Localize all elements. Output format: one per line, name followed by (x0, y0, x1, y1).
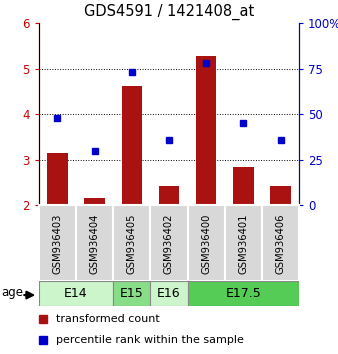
Text: E16: E16 (157, 287, 181, 300)
Text: E17.5: E17.5 (225, 287, 261, 300)
Bar (225, 205, 262, 281)
Bar (150, 281, 188, 306)
Bar (188, 281, 299, 306)
Text: GSM936400: GSM936400 (201, 213, 211, 274)
Bar (39, 281, 113, 306)
Text: GSM936402: GSM936402 (164, 213, 174, 274)
Bar (47, 153, 68, 205)
Bar (122, 86, 142, 205)
Bar (270, 186, 291, 205)
Bar (76, 205, 113, 281)
Text: E14: E14 (64, 287, 88, 300)
Bar (233, 167, 254, 205)
Text: E15: E15 (120, 287, 144, 300)
Bar (188, 205, 225, 281)
Bar (113, 205, 150, 281)
Text: GSM936406: GSM936406 (275, 213, 286, 274)
Text: GSM936401: GSM936401 (238, 213, 248, 274)
Text: GSM936403: GSM936403 (52, 213, 63, 274)
Text: percentile rank within the sample: percentile rank within the sample (56, 335, 244, 345)
Title: GDS4591 / 1421408_at: GDS4591 / 1421408_at (84, 4, 254, 20)
Text: age: age (2, 286, 24, 298)
Bar (159, 186, 179, 205)
Bar (262, 205, 299, 281)
Bar (84, 199, 105, 205)
Bar (113, 281, 150, 306)
Bar (39, 205, 76, 281)
Bar (150, 205, 188, 281)
Bar (196, 56, 216, 205)
Text: transformed count: transformed count (56, 314, 160, 324)
Text: GSM936404: GSM936404 (90, 213, 100, 274)
Text: GSM936405: GSM936405 (127, 213, 137, 274)
